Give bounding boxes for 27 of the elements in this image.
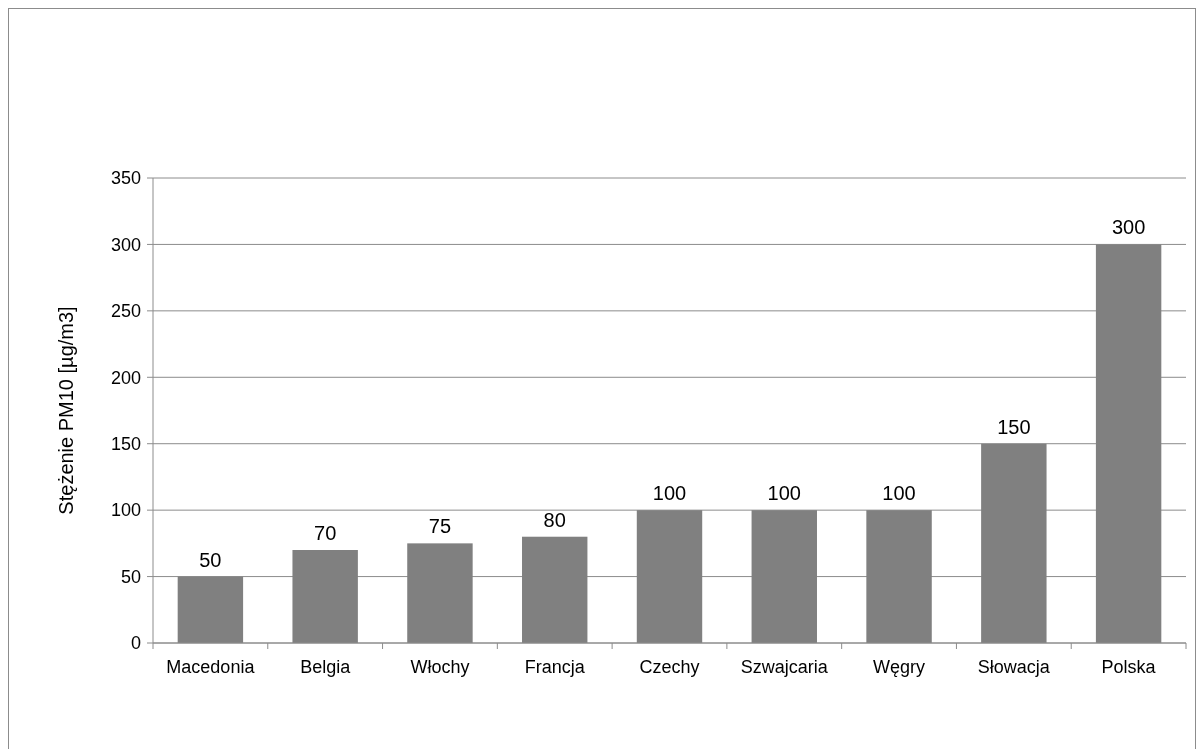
x-tick-label: Węgry bbox=[873, 657, 926, 677]
data-label: 50 bbox=[199, 548, 222, 571]
data-label: 100 bbox=[652, 482, 687, 505]
x-tick-label: Szwajcaria bbox=[740, 657, 829, 677]
data-label: 100 bbox=[767, 482, 801, 505]
data-label: 100 bbox=[882, 482, 916, 505]
y-tick-label: 200 bbox=[110, 367, 141, 388]
y-tick-label: 150 bbox=[110, 434, 141, 455]
y-tick-label: 250 bbox=[110, 301, 141, 322]
x-tick-label: Słowacja bbox=[977, 657, 1051, 677]
x-tick-label: Macedonia bbox=[166, 657, 256, 677]
x-tick-label: Francja bbox=[524, 657, 586, 677]
y-tick-label: 50 bbox=[120, 566, 141, 587]
x-tick-label: Włochy bbox=[410, 657, 470, 677]
y-axis-title: Stężenie PM10 [µg/m3] bbox=[55, 306, 77, 515]
y-tick-label: 100 bbox=[110, 500, 141, 521]
data-label: 75 bbox=[428, 515, 452, 538]
data-label: 300 bbox=[1111, 216, 1146, 239]
x-tick-label: Polska bbox=[1101, 657, 1157, 677]
y-tick-label: 0 bbox=[130, 633, 141, 654]
data-label: 150 bbox=[997, 415, 1031, 438]
y-tick-label: 300 bbox=[110, 234, 141, 255]
x-tick-label: Belgia bbox=[300, 657, 352, 677]
data-label: 80 bbox=[543, 508, 566, 531]
y-tick-label: 350 bbox=[110, 168, 141, 189]
x-tick-label: Czechy bbox=[639, 657, 700, 677]
data-label: 70 bbox=[314, 522, 337, 544]
